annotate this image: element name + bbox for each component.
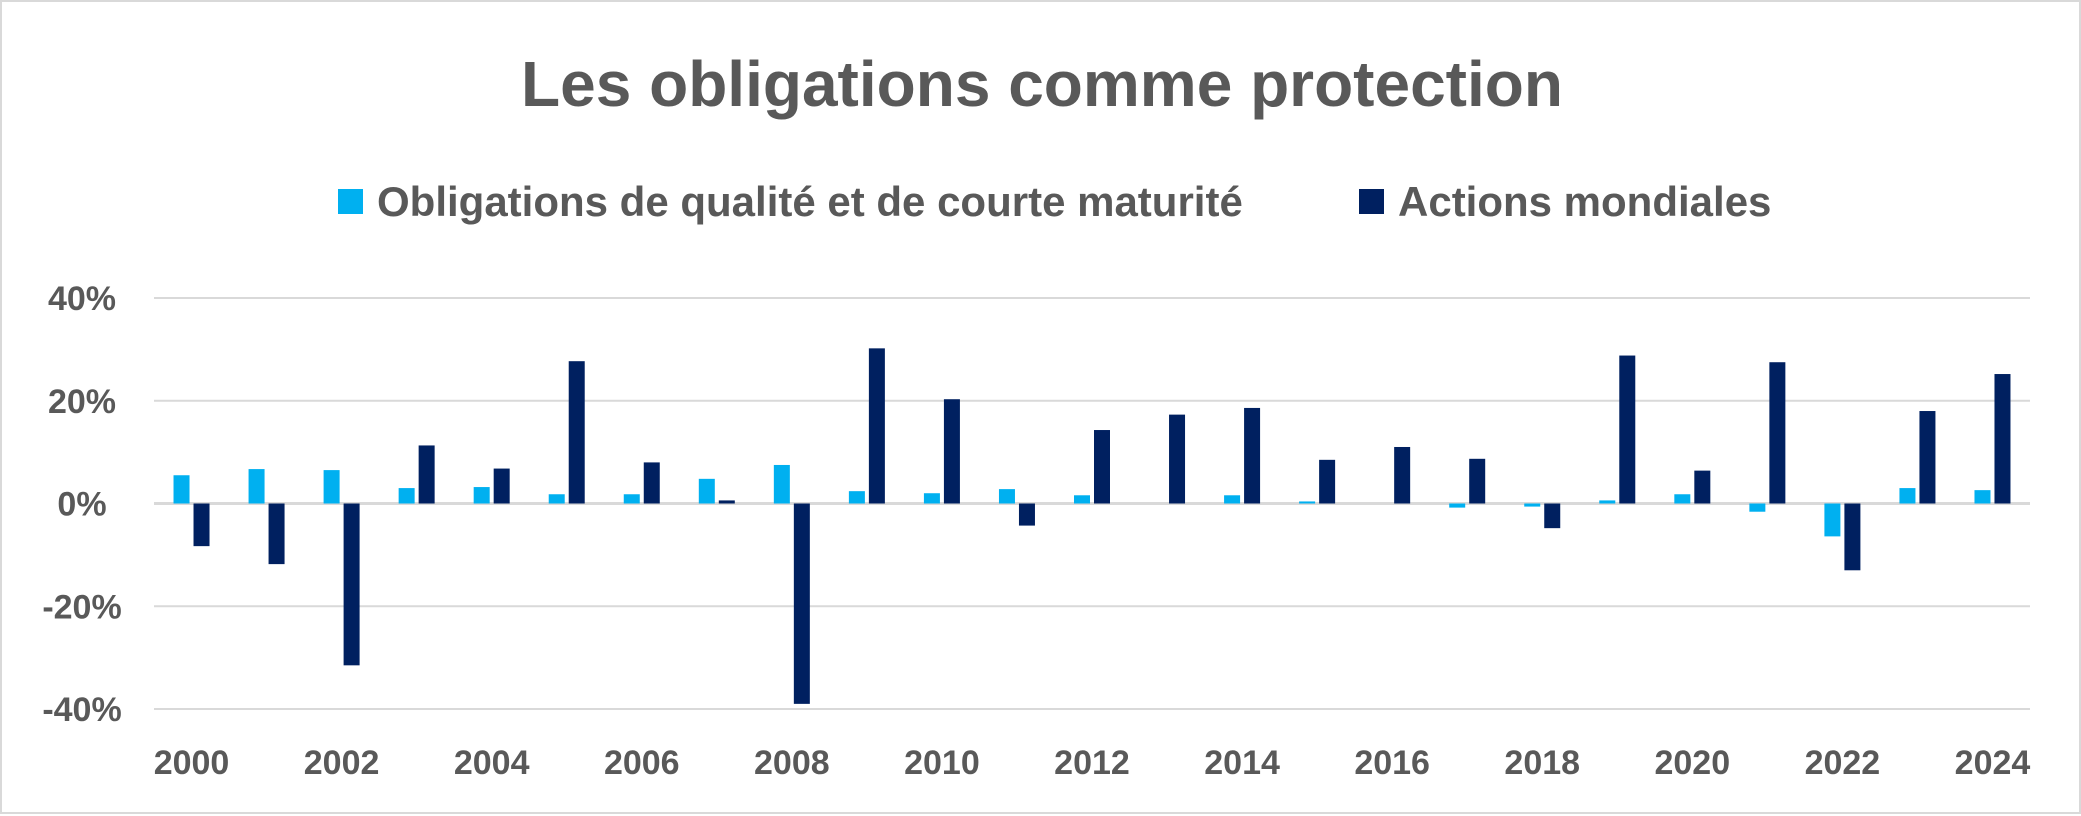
bar-bonds-2022 (1824, 503, 1841, 537)
bar-equities-2018 (1544, 503, 1561, 529)
bar-equities-2011 (1018, 503, 1035, 526)
x-tick-label: 2024 (1955, 744, 2031, 782)
legend-label-bonds: Obligations de qualité et de courte matu… (377, 178, 1243, 225)
bar-bonds-2020 (1674, 494, 1691, 504)
bar-equities-2024 (1994, 374, 2011, 504)
bar-bonds-2018 (1524, 503, 1541, 507)
y-axis-labels: 40% 20% 0% -20% -40% (42, 280, 121, 729)
bar-equities-2000 (193, 503, 210, 547)
bar-bonds-2024 (1974, 490, 1991, 504)
y-tick-label: -40% (42, 691, 121, 729)
bar-equities-2005 (568, 361, 585, 504)
bar-equities-2016 (1394, 446, 1411, 504)
bar-bonds-2002 (323, 470, 340, 504)
legend-label-equities: Actions mondiales (1398, 178, 1771, 225)
x-tick-label: 2000 (154, 744, 230, 782)
bar-equities-2012 (1094, 430, 1110, 504)
x-tick-label: 2010 (904, 744, 980, 782)
bar-equities-2020 (1694, 470, 1711, 504)
x-tick-label: 2020 (1654, 744, 1730, 782)
bar-equities-2006 (643, 462, 660, 504)
bar-bonds-2012 (1074, 495, 1090, 504)
chart-title: Les obligations comme protection (521, 48, 1563, 120)
bar-equities-2022 (1844, 503, 1861, 571)
bar-bonds-2003 (398, 488, 415, 504)
x-tick-label: 2008 (754, 744, 830, 782)
bar-equities-2008 (793, 503, 810, 704)
bar-equities-2013 (1169, 414, 1186, 504)
x-tick-label: 2002 (304, 744, 380, 782)
y-tick-label: 40% (48, 280, 116, 318)
bar-equities-2004 (493, 468, 510, 504)
bar-bonds-2004 (473, 487, 490, 504)
bar-equities-2010 (943, 399, 960, 504)
bar-equities-2017 (1469, 458, 1486, 504)
bar-bonds-2010 (923, 493, 940, 504)
bar-bonds-2019 (1599, 500, 1616, 504)
bar-equities-2007 (718, 500, 735, 504)
bar-bonds-2011 (998, 489, 1015, 504)
bar-equities-2002 (343, 503, 360, 666)
y-tick-label: -20% (42, 588, 121, 626)
bar-equities-2001 (268, 503, 285, 565)
bar-bonds-2000 (173, 475, 190, 504)
x-tick-label: 2006 (604, 744, 680, 782)
y-tick-label: 20% (48, 383, 116, 421)
bar-bonds-2014 (1224, 495, 1241, 504)
bar-equities-2003 (418, 445, 435, 504)
x-tick-label: 2018 (1504, 744, 1580, 782)
x-tick-label: 2012 (1054, 744, 1130, 782)
bar-equities-2009 (868, 348, 885, 504)
bar-bonds-2006 (623, 494, 640, 504)
gridlines (154, 297, 2030, 710)
bar-equities-2021 (1769, 362, 1786, 504)
bar-equities-2023 (1919, 411, 1936, 504)
x-tick-label: 2022 (1805, 744, 1881, 782)
legend-swatch-equities (1359, 189, 1384, 214)
bar-bonds-2015 (1299, 501, 1316, 504)
x-tick-label: 2016 (1354, 744, 1430, 782)
bar-equities-2014 (1244, 407, 1261, 504)
legend: Obligations de qualité et de courte matu… (338, 178, 1771, 225)
bar-bonds-2017 (1449, 503, 1466, 508)
bar-bonds-2001 (248, 469, 265, 504)
legend-swatch-bonds (338, 189, 363, 214)
bar-bonds-2007 (698, 478, 715, 504)
bar-bonds-2021 (1749, 503, 1766, 512)
bar-equities-2019 (1619, 355, 1636, 504)
bar-bonds-2023 (1899, 488, 1916, 504)
bar-bonds-2005 (548, 494, 565, 504)
x-tick-label: 2004 (454, 744, 530, 782)
x-tick-label: 2014 (1204, 744, 1280, 782)
bar-bonds-2008 (773, 464, 790, 504)
x-axis-labels: 2000 2002 2004 2006 2008 2010 2012 2014 2016 2018… (154, 744, 2031, 782)
bars (173, 348, 2011, 704)
bar-equities-2015 (1319, 459, 1336, 504)
y-tick-label: 0% (57, 486, 106, 524)
bar-bonds-2009 (848, 491, 865, 504)
